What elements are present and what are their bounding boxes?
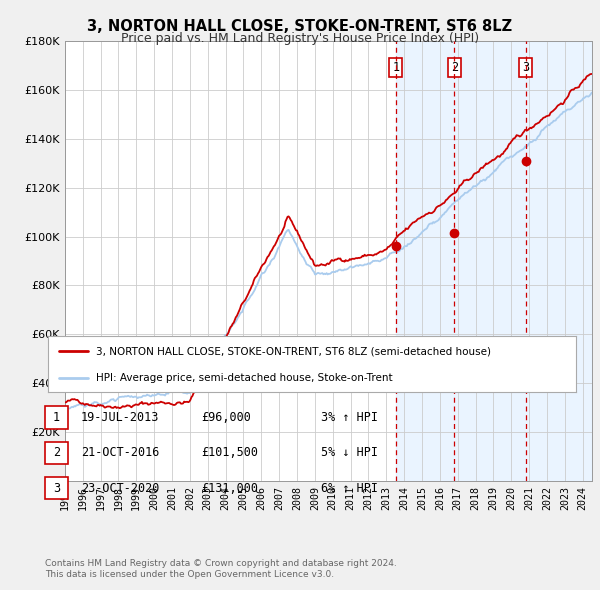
Text: 21-OCT-2016: 21-OCT-2016 [81, 446, 160, 460]
Text: Contains HM Land Registry data © Crown copyright and database right 2024.: Contains HM Land Registry data © Crown c… [45, 559, 397, 568]
Text: 3: 3 [522, 61, 529, 74]
Text: 2: 2 [53, 446, 60, 460]
Text: Price paid vs. HM Land Registry's House Price Index (HPI): Price paid vs. HM Land Registry's House … [121, 32, 479, 45]
Text: 6% ↑ HPI: 6% ↑ HPI [321, 481, 378, 495]
Text: This data is licensed under the Open Government Licence v3.0.: This data is licensed under the Open Gov… [45, 571, 334, 579]
Text: 3, NORTON HALL CLOSE, STOKE-ON-TRENT, ST6 8LZ (semi-detached house): 3, NORTON HALL CLOSE, STOKE-ON-TRENT, ST… [95, 346, 491, 356]
Text: 5% ↓ HPI: 5% ↓ HPI [321, 446, 378, 460]
Text: £96,000: £96,000 [201, 411, 251, 424]
Text: HPI: Average price, semi-detached house, Stoke-on-Trent: HPI: Average price, semi-detached house,… [95, 373, 392, 384]
Text: 3% ↑ HPI: 3% ↑ HPI [321, 411, 378, 424]
Text: 1: 1 [392, 61, 400, 74]
Text: 3, NORTON HALL CLOSE, STOKE-ON-TRENT, ST6 8LZ: 3, NORTON HALL CLOSE, STOKE-ON-TRENT, ST… [88, 19, 512, 34]
Text: 1: 1 [53, 411, 60, 424]
Text: 2: 2 [451, 61, 458, 74]
Text: £101,500: £101,500 [201, 446, 258, 460]
Text: £131,000: £131,000 [201, 481, 258, 495]
Text: 23-OCT-2020: 23-OCT-2020 [81, 481, 160, 495]
Text: 3: 3 [53, 481, 60, 495]
Bar [396, 41, 592, 481]
Text: 19-JUL-2013: 19-JUL-2013 [81, 411, 160, 424]
